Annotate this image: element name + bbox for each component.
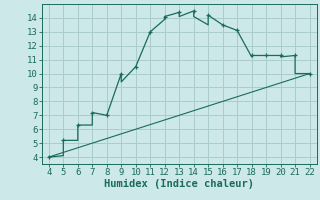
X-axis label: Humidex (Indice chaleur): Humidex (Indice chaleur) <box>104 179 254 189</box>
